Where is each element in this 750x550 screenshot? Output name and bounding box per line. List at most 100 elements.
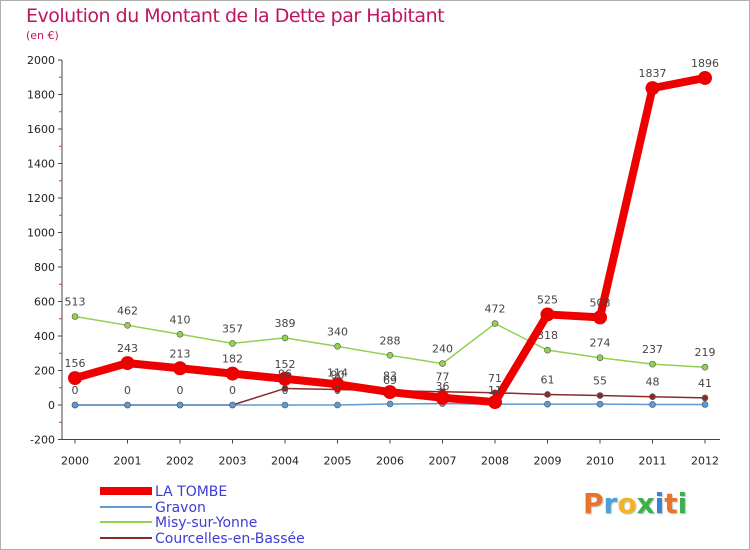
data-point — [698, 70, 712, 85]
logo-letter: i — [654, 487, 665, 520]
x-tick-label: 2000 — [61, 455, 89, 468]
data-label: 41 — [698, 377, 712, 390]
data-point — [278, 371, 292, 386]
y-tick-label: 2000 — [27, 54, 55, 67]
data-point — [544, 391, 551, 398]
data-label: 472 — [485, 303, 506, 316]
data-label: 219 — [695, 346, 716, 359]
data-point — [596, 354, 604, 362]
legend-label: Gravon — [155, 500, 206, 516]
data-label: 83 — [383, 370, 397, 383]
data-label: 462 — [117, 304, 138, 317]
y-tick-label: 1800 — [27, 89, 55, 102]
data-point — [173, 361, 187, 376]
data-label: 508 — [590, 296, 611, 309]
data-label: 1837 — [639, 67, 667, 80]
data-point — [386, 352, 394, 359]
data-point — [645, 81, 660, 96]
legend-label: Misy-sur-Yonne — [155, 515, 257, 531]
logo-letter: x — [636, 487, 655, 520]
data-label: 77 — [436, 371, 450, 384]
data-label: 525 — [537, 293, 558, 306]
data-point — [68, 371, 82, 386]
data-label: 357 — [222, 322, 243, 335]
data-label: 410 — [170, 313, 191, 326]
data-label: 114 — [327, 366, 348, 379]
data-point — [596, 392, 604, 399]
data-point — [334, 401, 341, 409]
data-point — [544, 346, 551, 354]
y-tick-label: 200 — [34, 365, 55, 378]
data-point — [649, 360, 656, 368]
legend-label: Courcelles-en-Bassée — [155, 531, 305, 547]
data-label: 96 — [278, 367, 292, 380]
data-label: 0 — [72, 384, 79, 397]
data-point — [596, 400, 604, 408]
x-tick-label: 2012 — [691, 455, 719, 468]
data-point — [544, 400, 551, 408]
data-point — [701, 394, 709, 402]
logo-letter: i — [677, 487, 688, 520]
data-label: 389 — [275, 317, 296, 330]
data-label: 288 — [380, 334, 401, 347]
data-point — [281, 401, 289, 409]
data-label: 182 — [222, 353, 243, 366]
x-tick-label: 2009 — [534, 455, 562, 468]
y-tick-label: 800 — [34, 261, 55, 274]
data-label: 11 — [488, 384, 502, 397]
x-tick-label: 2002 — [166, 455, 194, 468]
data-point — [330, 377, 345, 392]
x-tick-label: 2003 — [219, 455, 247, 468]
x-tick-label: 2010 — [586, 455, 614, 468]
data-point — [334, 343, 341, 350]
y-tick-label: 1600 — [27, 123, 55, 136]
data-label: 237 — [642, 343, 663, 356]
logo-letter: r — [603, 487, 618, 520]
y-tick-label: 1400 — [27, 158, 55, 171]
y-tick-label: 600 — [34, 296, 55, 309]
logo-letter: o — [617, 487, 637, 520]
data-label: 213 — [170, 347, 191, 360]
y-tick-label: 400 — [34, 330, 55, 343]
data-label: 0 — [177, 384, 184, 397]
data-label: 69 — [383, 374, 397, 387]
logo-letter: t — [664, 487, 678, 520]
data-label: 48 — [646, 376, 660, 389]
chart-subtitle: (en €) — [26, 29, 59, 42]
data-point — [124, 401, 131, 409]
data-label: 55 — [593, 375, 607, 388]
legend-label: LA TOMBE — [155, 484, 227, 500]
x-tick-label: 2011 — [639, 455, 667, 468]
data-point — [71, 401, 79, 409]
data-point — [176, 401, 184, 409]
data-point — [120, 356, 135, 371]
data-label: 0 — [282, 384, 289, 397]
x-tick-label: 2005 — [324, 455, 352, 468]
chart-title: Evolution du Montant de la Dette par Hab… — [26, 5, 445, 27]
data-label: 0 — [334, 384, 341, 397]
y-tick-label: 1000 — [27, 227, 55, 240]
data-point — [488, 395, 502, 410]
data-point — [229, 340, 236, 347]
x-tick-label: 2004 — [271, 455, 299, 468]
y-tick-label: 1200 — [27, 192, 55, 205]
data-label: 36 — [436, 380, 450, 393]
data-label: 0 — [124, 384, 131, 397]
data-label: 243 — [117, 342, 138, 355]
data-point — [176, 330, 184, 338]
data-point — [439, 360, 446, 367]
data-point — [649, 401, 656, 408]
x-tick-label: 2006 — [376, 455, 404, 468]
data-label: 156 — [65, 357, 86, 370]
data-label: 240 — [432, 343, 453, 356]
data-label: 274 — [590, 337, 611, 350]
data-point — [71, 313, 79, 320]
data-point — [435, 390, 450, 405]
data-point — [593, 310, 607, 325]
data-point — [225, 366, 240, 381]
data-label: 340 — [327, 325, 348, 338]
x-tick-label: 2007 — [429, 455, 457, 468]
data-point — [386, 400, 394, 408]
